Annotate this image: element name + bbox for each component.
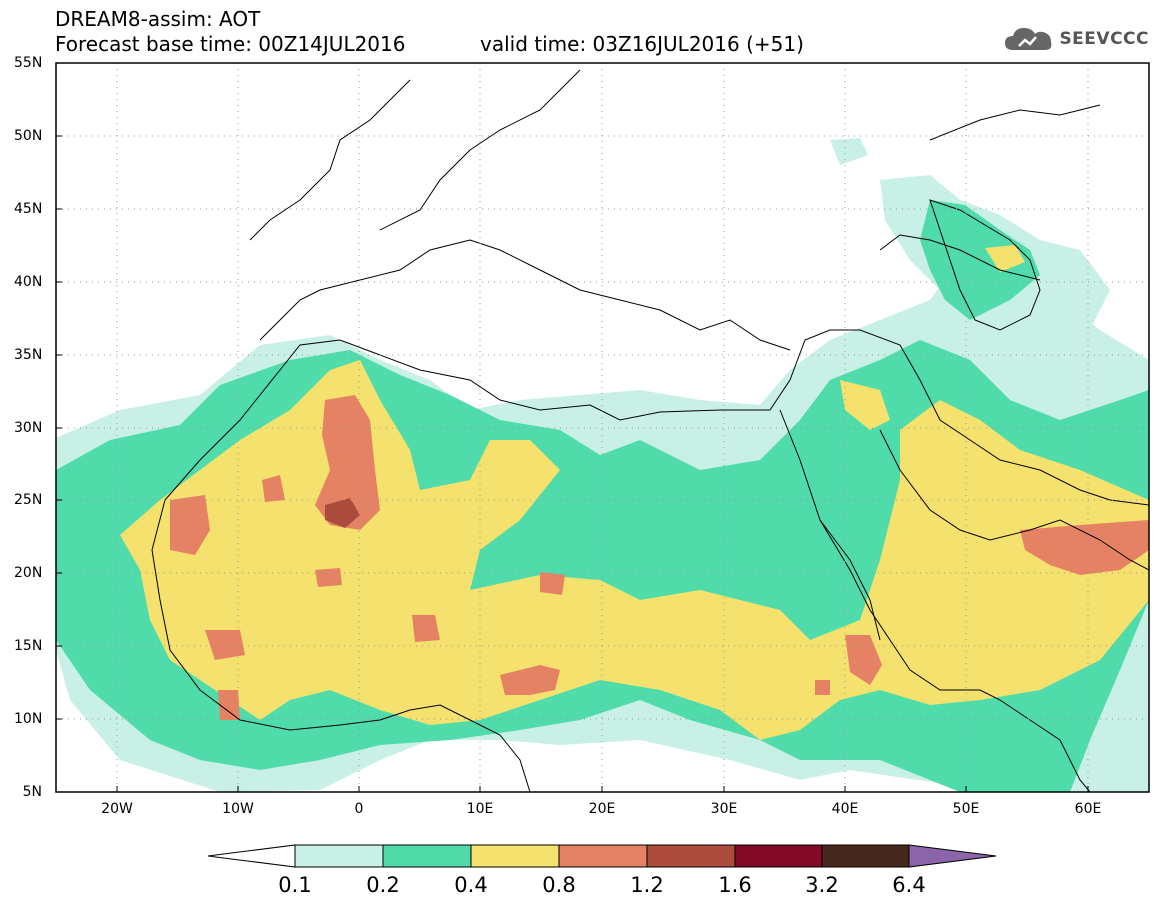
lat-label-50n: 50N <box>14 128 43 144</box>
colorbar-label: 0.1 <box>278 873 312 897</box>
logo-text: SEEVCCC <box>1059 29 1149 49</box>
colorbar-label: 3.2 <box>805 873 839 897</box>
lon-label-60e: 60E <box>1074 801 1102 817</box>
lat-label-30n: 30N <box>14 420 43 436</box>
lat-label-40n: 40N <box>14 274 43 290</box>
lat-label-55n: 55N <box>14 55 43 71</box>
lat-label-10n: 10N <box>14 711 43 727</box>
aot-band-0.8g <box>412 615 440 642</box>
aot-band-0.8b <box>170 495 210 555</box>
colorbar-label: 1.2 <box>630 873 664 897</box>
lon-label-0: 0 <box>354 801 364 817</box>
aot-band-0.8e <box>205 630 245 660</box>
coastlines <box>151 69 1149 792</box>
aot-field <box>56 138 1149 792</box>
map-title: DREAM8-assim: AOT <box>55 7 261 31</box>
forecast-base-time: Forecast base time: 00Z14JUL2016 <box>55 32 406 56</box>
lat-label-15n: 15N <box>14 638 43 654</box>
aot-band-0.4 <box>120 360 1149 740</box>
colorbar-label: 0.4 <box>454 873 488 897</box>
aot-band-0.8f <box>218 690 240 720</box>
aot-band-0.4c <box>985 245 1025 272</box>
aot-band-0.8l <box>815 680 830 695</box>
lon-label-10e: 10E <box>466 801 494 817</box>
aot-band-0.8 <box>315 395 380 530</box>
colorbar <box>207 844 997 868</box>
lat-label-20n: 20N <box>14 565 43 581</box>
cloud-icon <box>1005 28 1052 50</box>
seevccc-logo: SEEVCCC <box>1003 22 1149 56</box>
lon-label-10w: 10W <box>222 801 254 817</box>
aot-band-0.1c <box>830 138 868 165</box>
colorbar-label: 1.6 <box>718 873 752 897</box>
lat-label-45n: 45N <box>14 201 43 217</box>
lon-label-50e: 50E <box>952 801 980 817</box>
aot-band-0.8k <box>1020 520 1149 575</box>
colorbar-label: 0.2 <box>366 873 400 897</box>
graticule <box>56 63 1149 792</box>
aot-band-0.4b <box>840 380 890 430</box>
aot-band-0.8d <box>315 568 342 587</box>
lon-label-20w: 20W <box>101 801 133 817</box>
aot-band-0.8h <box>540 572 565 595</box>
aot-band-0.8c <box>262 475 285 502</box>
lat-label-25n: 25N <box>14 492 43 508</box>
lat-label-35n: 35N <box>14 347 43 363</box>
aot-band-0.8i <box>500 665 560 695</box>
lon-label-20e: 20E <box>588 801 616 817</box>
lon-label-40e: 40E <box>831 801 859 817</box>
lon-label-30e: 30E <box>710 801 738 817</box>
lat-label-5n: 5N <box>22 784 42 800</box>
aot-band-0.8j <box>845 635 882 685</box>
aot-band-1.2 <box>325 498 360 528</box>
colorbar-label: 6.4 <box>892 873 926 897</box>
valid-time: valid time: 03Z16JUL2016 (+51) <box>480 32 804 56</box>
axis-ticks <box>56 62 1089 792</box>
colorbar-label: 0.8 <box>542 873 576 897</box>
